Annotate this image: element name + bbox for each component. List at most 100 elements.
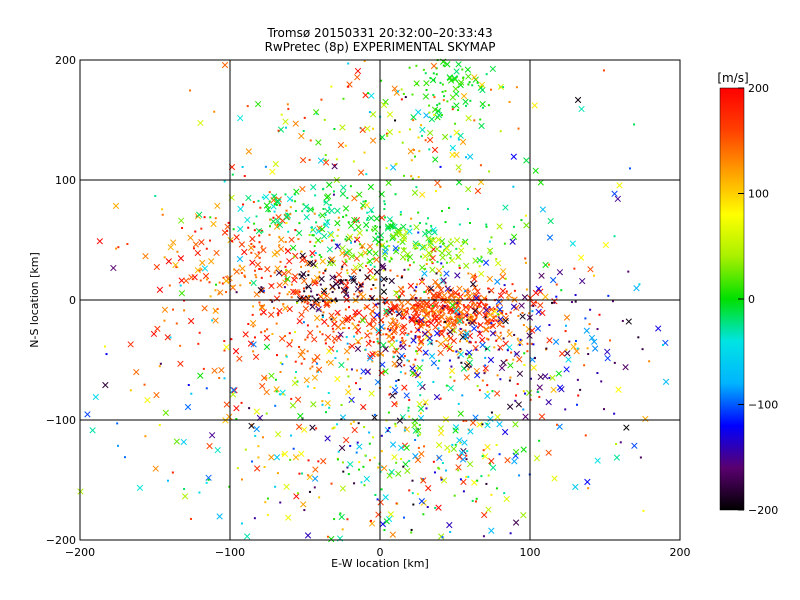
scatter-point-dot xyxy=(529,398,532,401)
scatter-point-x xyxy=(303,203,310,210)
scatter-point-dot xyxy=(434,190,437,193)
chart-title: Tromsø 20150331 20:32:00–20:33:43 xyxy=(266,26,492,40)
scatter-point-x xyxy=(307,206,314,213)
scatter-point-dot xyxy=(375,232,378,235)
scatter-point-dot xyxy=(161,208,164,211)
scatter-point-x xyxy=(250,279,257,287)
scatter-point-x xyxy=(365,340,372,347)
scatter-point-dot xyxy=(377,342,380,345)
scatter-point-x xyxy=(467,303,474,311)
scatter-point-dot xyxy=(239,284,242,287)
scatter-point-x xyxy=(354,286,362,293)
scatter-point-dot xyxy=(576,378,579,381)
scatter-point-x xyxy=(449,144,456,152)
scatter-point-dot xyxy=(512,185,515,188)
scatter-point-x xyxy=(578,254,585,261)
scatter-point-x xyxy=(305,283,312,290)
scatter-point-x xyxy=(364,274,371,281)
scatter-point-dot xyxy=(362,200,365,203)
scatter-point-x xyxy=(400,233,408,240)
scatter-point-dot xyxy=(406,334,409,337)
colorbar-tick-label: 200 xyxy=(748,82,769,95)
scatter-point-dot xyxy=(387,411,390,414)
scatter-point-dot xyxy=(317,460,320,463)
scatter-point-x xyxy=(471,284,479,291)
scatter-point-x xyxy=(366,248,373,256)
scatter-point-x xyxy=(469,419,477,426)
scatter-point-x xyxy=(299,185,306,193)
scatter-point-x xyxy=(233,234,240,241)
scatter-point-dot xyxy=(418,433,421,436)
scatter-point-dot xyxy=(358,388,361,391)
scatter-point-x xyxy=(518,302,525,309)
scatter-point-dot xyxy=(344,258,347,261)
scatter-point-dot xyxy=(227,281,230,284)
scatter-point-x xyxy=(338,513,345,521)
scatter-point-x xyxy=(301,426,308,433)
scatter-point-x xyxy=(360,403,367,411)
scatter-point-dot xyxy=(376,340,379,343)
scatter-point-x xyxy=(387,223,395,230)
scatter-point-dot xyxy=(435,272,438,275)
scatter-point-x xyxy=(588,334,596,341)
scatter-point-x xyxy=(422,399,429,406)
scatter-point-dot xyxy=(458,340,461,343)
scatter-point-dot xyxy=(218,281,221,284)
scatter-point-x xyxy=(545,399,552,406)
scatter-point-dot xyxy=(442,99,445,102)
scatter-point-dot xyxy=(307,274,310,277)
scatter-point-x xyxy=(315,139,322,146)
scatter-point-x xyxy=(357,169,365,176)
scatter-point-dot xyxy=(312,208,315,211)
scatter-point-dot xyxy=(341,461,344,464)
scatter-point-x xyxy=(314,353,321,361)
scatter-point-x xyxy=(578,105,585,113)
scatter-point-x xyxy=(382,494,389,501)
scatter-point-x xyxy=(594,457,601,464)
scatter-point-x xyxy=(455,164,462,171)
scatter-point-dot xyxy=(577,394,580,397)
scatter-point-dot xyxy=(385,240,388,243)
scatter-point-dot xyxy=(560,289,563,292)
scatter-point-dot xyxy=(438,102,441,105)
scatter-point-dot xyxy=(261,248,264,251)
scatter-point-x xyxy=(523,157,530,164)
scatter-point-dot xyxy=(433,113,436,116)
scatter-point-dot xyxy=(399,345,402,348)
scatter-point-dot xyxy=(502,86,505,89)
scatter-point-x xyxy=(321,318,328,325)
scatter-point-x xyxy=(170,239,177,246)
scatter-point-x xyxy=(512,448,520,456)
scatter-point-dot xyxy=(404,96,407,99)
scatter-point-x xyxy=(486,311,494,319)
x-tick-label: 0 xyxy=(377,546,384,559)
scatter-point-dot xyxy=(290,296,293,299)
scatter-point-dot xyxy=(485,482,488,485)
scatter-point-dot xyxy=(267,210,270,213)
scatter-point-x xyxy=(530,364,538,371)
scatter-point-x xyxy=(317,157,325,164)
scatter-point-x xyxy=(453,102,460,109)
scatter-point-dot xyxy=(495,304,498,307)
scatter-point-x xyxy=(303,214,310,221)
scatter-point-dot xyxy=(471,499,474,502)
scatter-point-dot xyxy=(478,389,481,392)
scatter-point-dot xyxy=(486,384,489,387)
scatter-point-dot xyxy=(318,271,321,274)
scatter-point-dot xyxy=(269,275,272,278)
scatter-point-dot xyxy=(370,519,373,522)
scatter-point-x xyxy=(546,234,554,241)
scatter-point-dot xyxy=(359,269,362,272)
scatter-point-dot xyxy=(488,318,491,321)
scatter-point-x xyxy=(502,317,509,325)
scatter-point-dot xyxy=(349,185,352,188)
scatter-point-x xyxy=(506,403,514,410)
scatter-point-dot xyxy=(637,336,640,339)
scatter-point-x xyxy=(355,223,362,231)
scatter-point-dot xyxy=(441,298,444,301)
scatter-point-dot xyxy=(442,64,445,67)
scatter-point-x xyxy=(417,318,424,326)
scatter-point-x xyxy=(333,280,340,288)
y-axis-label: N-S location [km] xyxy=(28,252,41,348)
scatter-point-dot xyxy=(269,218,272,221)
